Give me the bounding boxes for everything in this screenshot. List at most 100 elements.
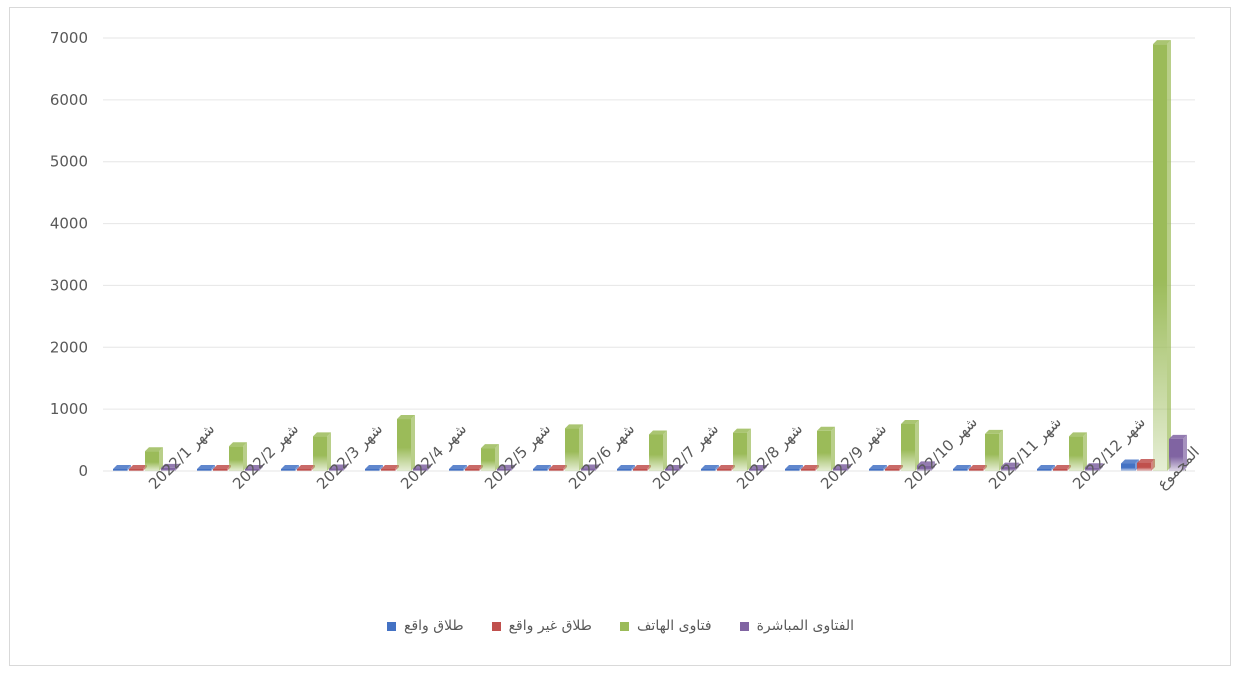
bar (985, 433, 999, 471)
bar-side (159, 447, 163, 471)
bar-side (175, 463, 179, 471)
bar (749, 469, 763, 471)
bar-side (799, 465, 803, 471)
bar-top (901, 419, 919, 424)
bar-top (649, 430, 667, 435)
bar-top (313, 432, 331, 437)
bar-top (917, 461, 935, 466)
legend-label: فتاوى الهاتف (636, 618, 712, 634)
bar (1169, 438, 1183, 471)
bar-top (785, 465, 803, 469)
bar-top (869, 465, 887, 469)
bar-top (229, 442, 247, 447)
bar (633, 469, 647, 471)
bar (549, 469, 563, 471)
bar (801, 469, 815, 471)
bar-side (1099, 463, 1103, 471)
bar-top (161, 463, 179, 468)
bar-top (717, 465, 735, 469)
bar (229, 446, 243, 471)
bar (413, 468, 427, 471)
legend: الفتاوى المباشرة فتاوى الهاتف طلاق غير واق… (0, 618, 1241, 634)
bar (785, 469, 799, 471)
bar (1001, 466, 1015, 471)
bar (1069, 436, 1083, 471)
bar (329, 468, 343, 471)
bar (113, 469, 127, 471)
legend-label: طلاق غير واقع (508, 618, 592, 634)
bar-side (915, 419, 919, 471)
bar (381, 469, 395, 471)
bar-top (213, 465, 231, 469)
bar-side (243, 442, 247, 471)
y-tick-label: 3000 (50, 276, 88, 294)
bar-side (931, 461, 935, 471)
y-tick-label: 1000 (50, 400, 88, 418)
y-tick-label: 4000 (50, 215, 88, 233)
bar-side (411, 415, 415, 471)
bar-top (953, 465, 971, 469)
bar (733, 432, 747, 471)
y-tick-label: 5000 (50, 153, 88, 171)
y-axis: 0 1000 2000 3000 4000 5000 6000 7000 (50, 29, 88, 480)
bar-side (495, 444, 499, 471)
bar-side (295, 465, 299, 471)
bar-side (883, 465, 887, 471)
y-tick-label: 2000 (50, 338, 88, 356)
bar-side (427, 464, 431, 471)
bar-side (763, 465, 767, 471)
bar-side (847, 464, 851, 471)
bar-side (579, 424, 583, 471)
bar (213, 469, 227, 471)
bar (969, 469, 983, 471)
bar-side (379, 465, 383, 471)
legend-label: الفتاوى المباشرة (756, 618, 854, 634)
bar (581, 468, 595, 471)
legend-swatch (619, 621, 629, 631)
legend-item: طلاق واقع (387, 618, 464, 634)
bar-top (969, 465, 987, 469)
bar (481, 448, 495, 471)
legend-swatch (491, 621, 501, 631)
bar (953, 469, 967, 471)
bar-top (297, 465, 315, 469)
bar-top (449, 465, 467, 469)
legend-item: الفتاوى المباشرة (739, 618, 854, 634)
bar-side (211, 465, 215, 471)
bar-top (381, 465, 399, 469)
bar (701, 469, 715, 471)
bar-side (327, 432, 331, 471)
bar-top (833, 464, 851, 469)
bar (245, 469, 259, 471)
bar-top (617, 465, 635, 469)
bar (1153, 44, 1167, 471)
bar-top (365, 465, 383, 469)
bar-top (1153, 40, 1171, 45)
bar (297, 469, 311, 471)
bar-top (885, 465, 903, 469)
bar (533, 469, 547, 471)
legend-item: طلاق غير واقع (491, 618, 592, 634)
bar-top (633, 465, 651, 469)
bar (465, 469, 479, 471)
legend-label: طلاق واقع (404, 618, 464, 634)
bar-top (1001, 462, 1019, 467)
bar-top (665, 465, 683, 469)
bar-side (715, 465, 719, 471)
bar-side (259, 465, 263, 471)
bar (817, 430, 831, 471)
bar-side (831, 426, 835, 471)
chart-frame (9, 7, 1231, 666)
bar-top (549, 465, 567, 469)
bar-top (565, 424, 583, 429)
bar-side (511, 464, 515, 471)
bar-top (1053, 465, 1071, 469)
bar-top (749, 465, 767, 469)
bar-side (127, 465, 131, 471)
bar-top (465, 465, 483, 469)
bar-top (1037, 465, 1055, 469)
bar-top (481, 444, 499, 449)
bar (901, 423, 915, 471)
bar-top (197, 465, 215, 469)
